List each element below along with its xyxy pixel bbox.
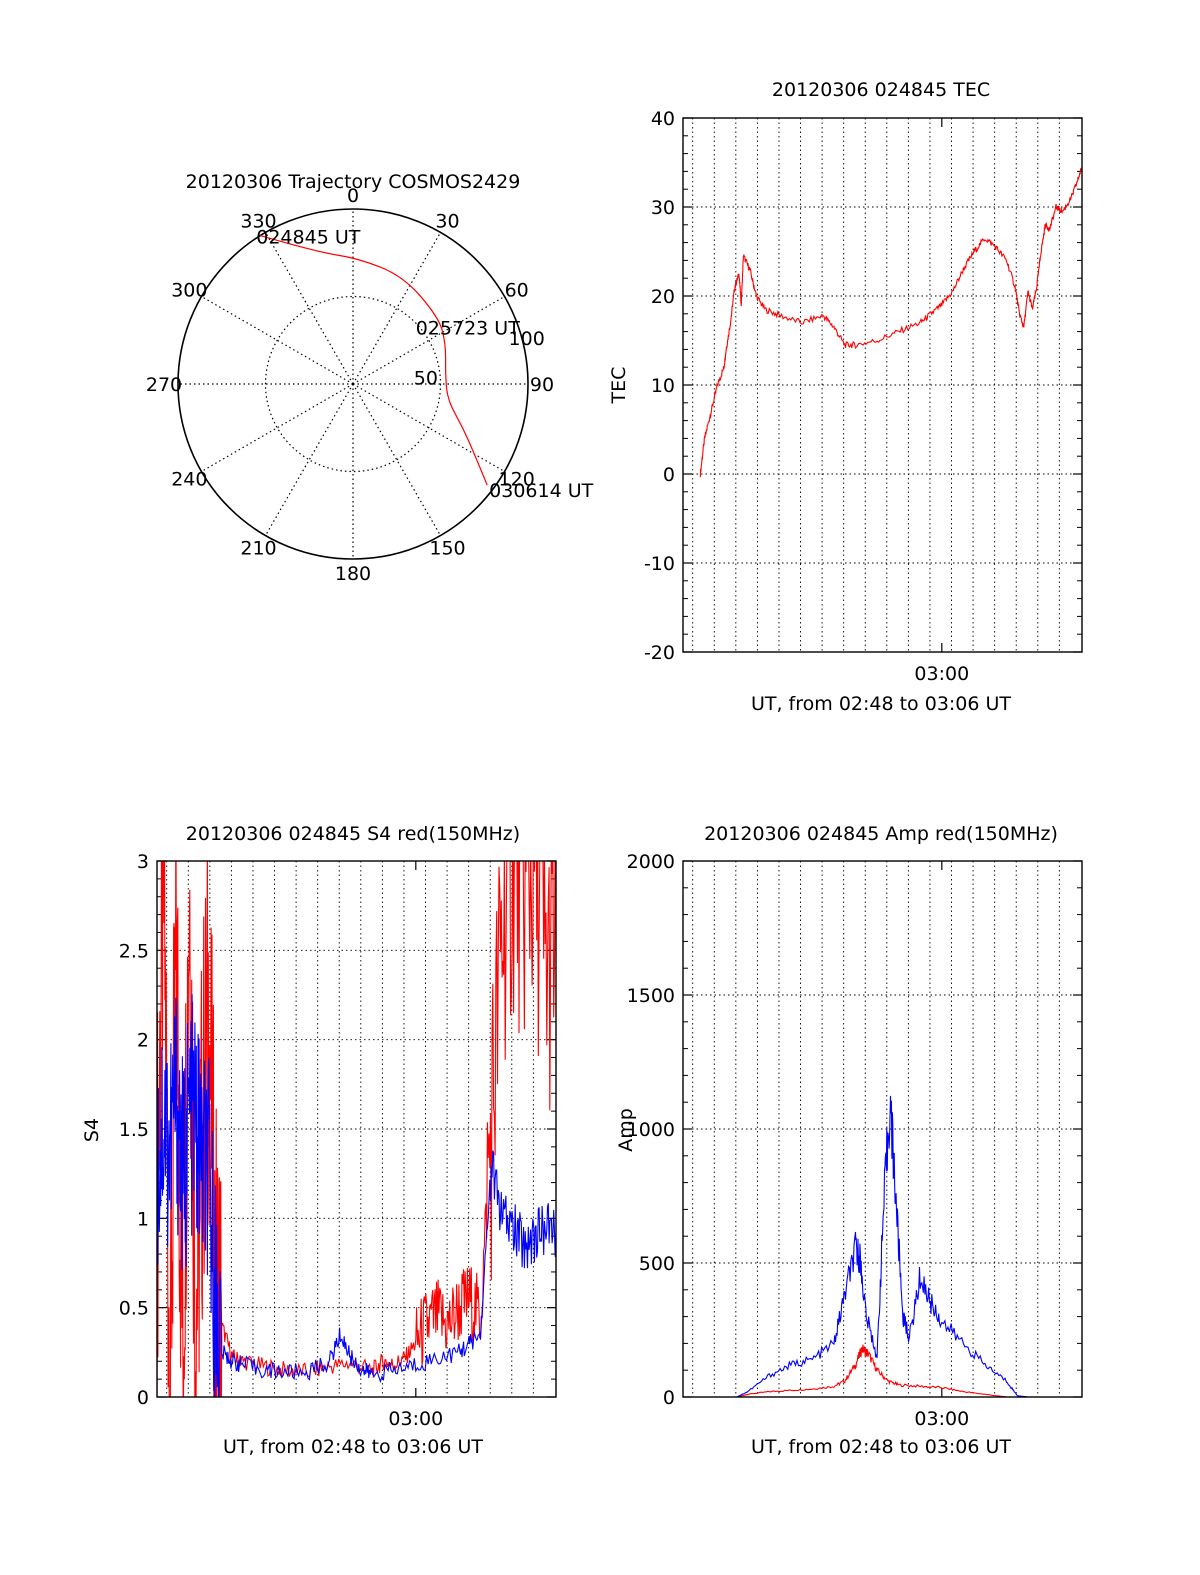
series-group (699, 166, 1082, 478)
tec-plot: 20120306 024845 TEC UT, from 02:48 to 03… (608, 79, 1083, 715)
tec-xlabel: UT, from 02:48 to 03:06 UT (751, 693, 1011, 715)
polar-angle-label: 30 (435, 210, 459, 232)
trajectory-annotation: 025723 UT (416, 318, 520, 340)
series-line-TEC (699, 166, 1082, 478)
y-tick-label: 3 (137, 851, 149, 873)
trajectory-annotations: 024845 UT 025723 UT 030614 UT (256, 227, 593, 503)
amp-plot: 20120306 024845 Amp red(150MHz) UT, from… (615, 823, 1083, 1458)
polar-angle-label: 90 (530, 374, 554, 396)
y-tick-label: 40 (651, 108, 675, 130)
amp-xlabel: UT, from 02:48 to 03:06 UT (751, 1436, 1011, 1458)
y-tick-label: 500 (639, 1253, 675, 1275)
x-tick-label: 03:00 (914, 1408, 969, 1430)
s4-xlabel: UT, from 02:48 to 03:06 UT (223, 1436, 483, 1458)
polar-angle-label: 150 (429, 538, 465, 560)
polar-spoke (352, 232, 442, 385)
series-line-blue (157, 994, 556, 1397)
y-tick-label: 1000 (627, 1119, 675, 1141)
x-tick-label: 03:00 (388, 1408, 443, 1430)
s4-ylabel: S4 (81, 1118, 103, 1142)
series-line-blue (683, 1095, 1082, 1397)
polar-spoke (201, 383, 354, 473)
y-tick-label: 2000 (627, 851, 675, 873)
y-tick-label: -10 (644, 553, 675, 575)
polar-angle-label: 240 (171, 469, 207, 491)
s4-title: 20120306 024845 S4 red(150MHz) (186, 823, 520, 845)
polar-radial-labels: 50 100 (414, 328, 545, 389)
trajectory-series (260, 235, 488, 486)
polar-angle-label: 0 (347, 185, 359, 207)
polar-radial-label: 100 (509, 328, 545, 350)
polar-angle-label: 300 (171, 280, 207, 302)
polar-spoke (264, 383, 354, 536)
tec-title: 20120306 024845 TEC (772, 79, 990, 101)
plot-frame (682, 117, 1083, 653)
polar-angle-label: 180 (335, 563, 371, 585)
polar-angle-label: 270 (146, 374, 182, 396)
y-tick-label: 2 (137, 1030, 149, 1052)
series-group (157, 861, 556, 1397)
y-tick-label: 10 (651, 375, 675, 397)
y-tick-label: 1500 (627, 985, 675, 1007)
y-tick-label: 1 (137, 1208, 149, 1230)
y-tick-label: 0 (663, 1387, 675, 1409)
plot-frame (156, 860, 557, 1398)
s4-plot: 20120306 024845 S4 red(150MHz) UT, from … (81, 823, 557, 1458)
amp-title: 20120306 024845 Amp red(150MHz) (704, 823, 1058, 845)
series-line-red (157, 861, 556, 1397)
y-tick-label: -20 (644, 642, 675, 664)
y-tick-label: 1.5 (119, 1119, 149, 1141)
polar-radial-label: 50 (414, 368, 438, 390)
trajectory-line (260, 235, 488, 486)
amp-ylabel: Amp (615, 1108, 637, 1152)
polar-angle-label: 60 (505, 280, 529, 302)
trajectory-annotation: 030614 UT (489, 480, 593, 502)
tec-ylabel: TEC (608, 367, 630, 405)
polar-angle-label: 330 (240, 210, 276, 232)
y-tick-label: 0 (137, 1387, 149, 1409)
x-tick-label: 03:00 (914, 663, 969, 685)
trajectory-polar-plot: 20120306 Trajectory COSMOS2429 0 30 60 90 12… (146, 171, 594, 585)
polar-ring-50 (264, 295, 442, 473)
plot-frame (682, 860, 1083, 1398)
y-tick-label: 30 (651, 197, 675, 219)
polar-angle-label: 210 (240, 538, 276, 560)
polar-outer-ring (177, 208, 529, 560)
trajectory-title: 20120306 Trajectory COSMOS2429 (186, 171, 521, 193)
series-line-red (683, 1344, 1082, 1397)
polar-grid (177, 208, 529, 560)
y-tick-label: 0.5 (119, 1298, 149, 1320)
trajectory-annotation: 024845 UT (256, 227, 360, 249)
polar-angle-label: 120 (499, 469, 535, 491)
y-tick-label: 0 (663, 464, 675, 486)
y-tick-label: 20 (651, 286, 675, 308)
y-tick-label: 2.5 (119, 940, 149, 962)
series-group (683, 1095, 1082, 1397)
polar-angle-labels: 0 30 60 90 120 150 180 210 240 270 300 330 (146, 185, 554, 585)
